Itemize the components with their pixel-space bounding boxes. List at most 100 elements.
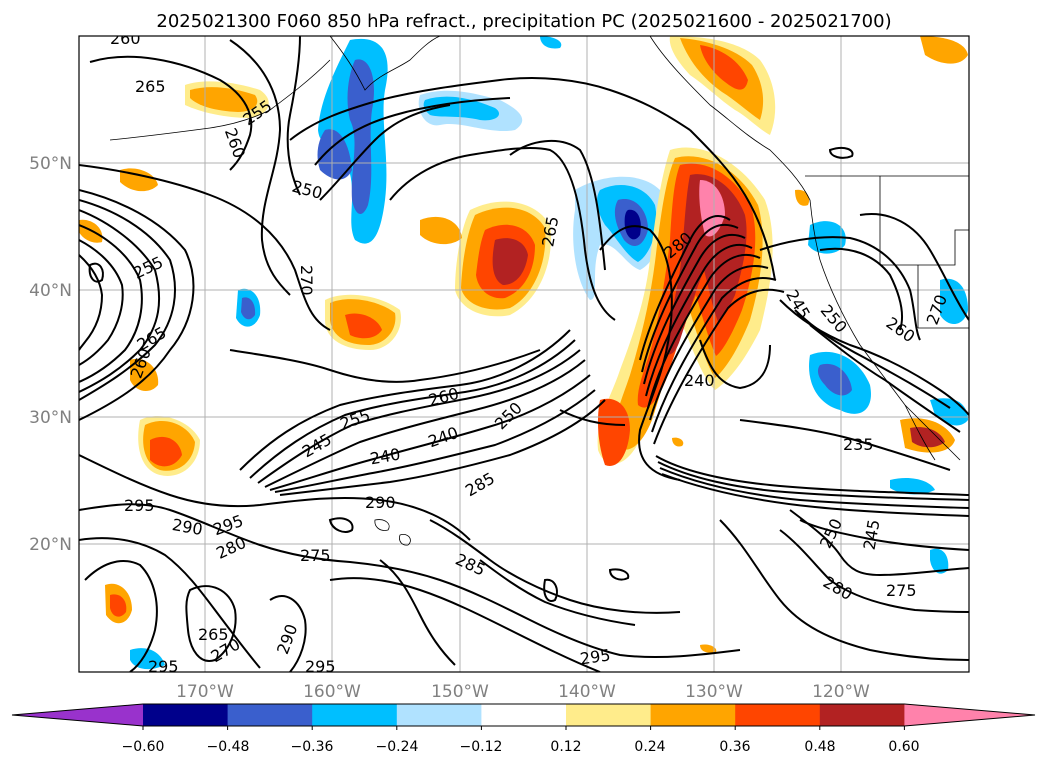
colorbar-labels: −0.60 −0.48 −0.36 −0.24 −0.12 0.12 0.24 … bbox=[122, 739, 920, 755]
colorbar-extend-high bbox=[904, 704, 1035, 726]
lat-label-50n: 50°N bbox=[29, 154, 72, 174]
contour-line bbox=[79, 454, 471, 541]
contour-label: 260 bbox=[110, 29, 141, 48]
contour-line bbox=[819, 247, 903, 331]
colorbar-tick-label: −0.48 bbox=[207, 739, 250, 755]
contour-line bbox=[799, 519, 969, 551]
lon-label-170w: 170°W bbox=[176, 682, 234, 702]
precip-positive-area bbox=[492, 238, 528, 285]
precip-positive-area bbox=[190, 87, 258, 112]
colorbar-tick-label: 0.12 bbox=[550, 739, 581, 755]
contour-line bbox=[479, 559, 636, 626]
contour-line bbox=[653, 288, 785, 445]
contour-line bbox=[659, 467, 969, 509]
colorbar-tick-label: 0.60 bbox=[888, 739, 919, 755]
colorbar-segment bbox=[481, 704, 567, 726]
latitude-labels: 50°N 40°N 30°N 20°N bbox=[29, 154, 72, 555]
colorbar-tick-label: −0.36 bbox=[291, 739, 334, 755]
contour-label: 295 bbox=[148, 657, 179, 676]
island-hawaii bbox=[374, 519, 411, 546]
refractivity-contours bbox=[79, 36, 969, 672]
lon-label-150w: 150°W bbox=[431, 682, 489, 702]
contour-line bbox=[809, 324, 961, 433]
colorbar-segments bbox=[11, 703, 1036, 727]
precip-positive-area bbox=[700, 644, 717, 653]
lat-label-20n: 20°N bbox=[29, 535, 72, 555]
contour-line bbox=[269, 595, 307, 672]
contour-line bbox=[79, 189, 195, 421]
contour-line bbox=[641, 223, 739, 373]
contour-label: 295 bbox=[579, 645, 612, 668]
contour-line bbox=[289, 77, 691, 141]
colorbar-segment bbox=[566, 704, 652, 726]
contour-line bbox=[79, 209, 161, 393]
contour-labels: 260 265 260 255 250 270 255 265 260 265 … bbox=[110, 29, 951, 676]
contour-line bbox=[655, 455, 969, 496]
precip-negative-area bbox=[241, 297, 256, 320]
colorbar-tick-label: 0.24 bbox=[634, 739, 665, 755]
contour-line bbox=[79, 239, 124, 366]
contour-line bbox=[794, 309, 951, 409]
colorbar-segment bbox=[735, 704, 821, 726]
contour-label: 275 bbox=[886, 581, 917, 600]
precip-negative-area bbox=[930, 548, 949, 574]
contour-line bbox=[328, 517, 354, 533]
contour-line bbox=[84, 560, 158, 672]
precip-negative-area bbox=[817, 363, 852, 396]
border-state bbox=[879, 176, 969, 266]
contour-line bbox=[429, 519, 681, 614]
precip-positive-area bbox=[150, 436, 182, 467]
precip-positive-area bbox=[920, 36, 968, 64]
precip-negative-area bbox=[890, 478, 935, 495]
contour-line bbox=[229, 349, 541, 383]
colorbar-segment bbox=[227, 704, 313, 726]
contour-line bbox=[543, 578, 558, 602]
contour-line bbox=[79, 199, 176, 401]
contour-label: 240 bbox=[684, 371, 715, 390]
contour-line bbox=[319, 104, 451, 201]
contour-line bbox=[759, 236, 921, 341]
contour-line bbox=[643, 233, 746, 385]
contour-line bbox=[779, 529, 969, 613]
contour-line bbox=[699, 339, 771, 390]
contour-line bbox=[286, 36, 301, 196]
colorbar-tick-label: 0.36 bbox=[719, 739, 750, 755]
precip-negative-area bbox=[540, 36, 562, 49]
contour-label: 265 bbox=[198, 625, 229, 644]
coastline-baja bbox=[904, 404, 936, 461]
contour-line bbox=[329, 577, 601, 672]
contour-line bbox=[859, 213, 969, 321]
colorbar-segment bbox=[312, 704, 398, 726]
contour-label: 270 bbox=[297, 265, 316, 296]
contour-line bbox=[389, 146, 616, 321]
colorbar-tick-label: −0.12 bbox=[460, 739, 503, 755]
colorbar: −0.60 −0.48 −0.36 −0.24 −0.12 0.12 0.24 … bbox=[11, 703, 1036, 755]
contour-line bbox=[651, 277, 777, 433]
colorbar-segment bbox=[819, 704, 905, 726]
colorbar-tick-label: 0.48 bbox=[804, 739, 835, 755]
contour-label: 235 bbox=[843, 435, 874, 454]
contour-line bbox=[645, 243, 753, 397]
precip-positive-area bbox=[597, 398, 630, 466]
contour-line bbox=[279, 399, 606, 496]
contour-line bbox=[185, 585, 237, 662]
lat-label-40n: 40°N bbox=[29, 281, 72, 301]
colorbar-tick-label: −0.60 bbox=[122, 739, 165, 755]
contour-line bbox=[314, 97, 511, 166]
lon-label-120w: 120°W bbox=[812, 682, 870, 702]
contour-label: 275 bbox=[300, 546, 331, 565]
contour-label: 265 bbox=[135, 77, 166, 96]
contour-line bbox=[739, 419, 951, 471]
figure-title: 2025021300 F060 850 hPa refract., precip… bbox=[156, 11, 891, 32]
contour-line bbox=[264, 359, 586, 488]
contour-label: 290 bbox=[365, 493, 396, 512]
colorbar-segment bbox=[396, 704, 482, 726]
precipitation-shading bbox=[79, 36, 968, 670]
precip-positive-area bbox=[672, 437, 684, 447]
contour-line bbox=[249, 339, 576, 479]
contour-line bbox=[79, 503, 741, 659]
contour-line bbox=[239, 329, 571, 471]
contour-line bbox=[379, 559, 456, 666]
lon-label-130w: 130°W bbox=[685, 682, 743, 702]
